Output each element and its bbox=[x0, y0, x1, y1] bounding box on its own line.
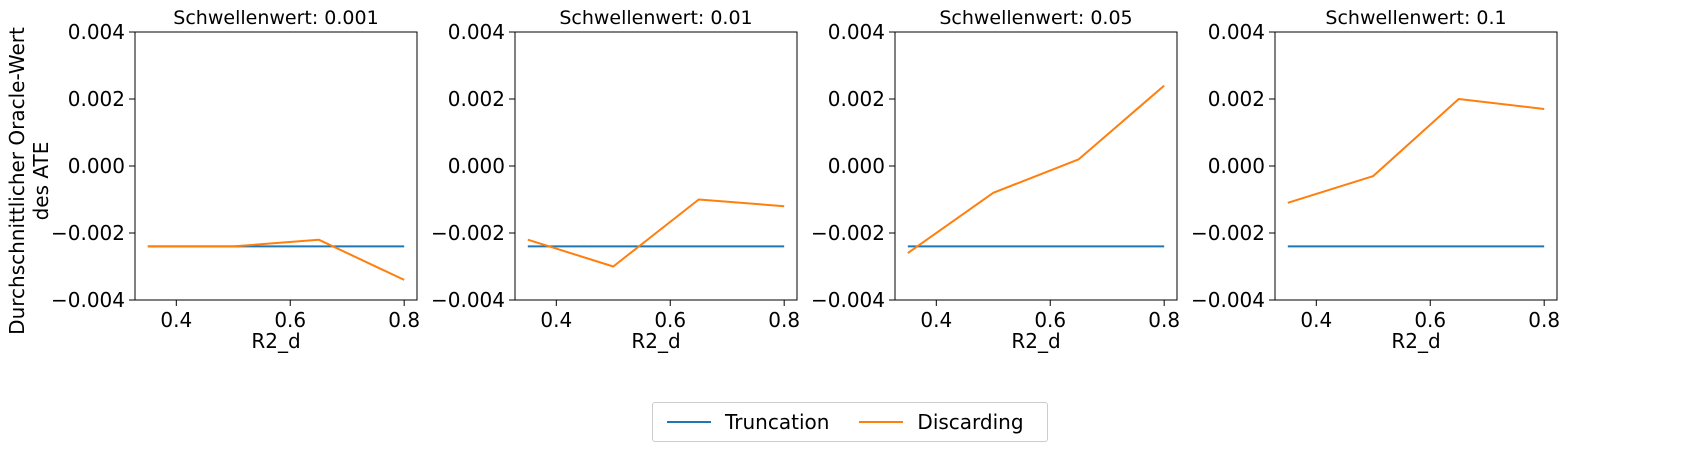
panel-title: Schwellenwert: 0.05 bbox=[939, 7, 1132, 29]
y-axis-label-line-1: Durchschnittlicher Oracle-Wert bbox=[5, 27, 29, 335]
x-tick-label: 0.8 bbox=[1148, 308, 1180, 332]
y-tick-label: −0.002 bbox=[1191, 221, 1265, 245]
plot-frame bbox=[514, 31, 798, 301]
panel-title: Schwellenwert: 0.1 bbox=[1325, 7, 1506, 29]
y-tick-label: 0.000 bbox=[448, 154, 505, 178]
legend-item-discarding: Discarding bbox=[859, 410, 1024, 434]
x-tick-label: 0.4 bbox=[1300, 308, 1332, 332]
panel-title: Schwellenwert: 0.01 bbox=[559, 7, 752, 29]
x-tick-label: 0.8 bbox=[388, 308, 420, 332]
plot-frame bbox=[134, 31, 418, 301]
x-tick-label: 0.8 bbox=[1528, 308, 1560, 332]
y-tick-label: 0.002 bbox=[828, 87, 885, 111]
legend-swatch-discarding bbox=[859, 421, 904, 423]
panel-4: Schwellenwert: 0.1 0.004 0.002 0.000 −0.002 −… bbox=[1191, 7, 1560, 353]
y-tick-label: 0.004 bbox=[828, 20, 885, 44]
x-tick-label: 0.4 bbox=[160, 308, 192, 332]
y-tick-label: 0.000 bbox=[68, 154, 125, 178]
panel-1: Schwellenwert: 0.001 0.004 0.002 0.000 −0.00… bbox=[51, 7, 420, 353]
y-tick-label: 0.000 bbox=[828, 154, 885, 178]
x-tick-label: 0.8 bbox=[768, 308, 800, 332]
x-axis-label: R2_d bbox=[1391, 329, 1440, 353]
y-tick-label: −0.002 bbox=[51, 221, 125, 245]
y-tick-label: 0.004 bbox=[448, 20, 505, 44]
x-tick-label: 0.6 bbox=[654, 308, 686, 332]
legend: Truncation Discarding bbox=[652, 402, 1048, 442]
series-line-discarding bbox=[147, 238, 405, 281]
series-line-discarding bbox=[907, 84, 1165, 254]
series-line-discarding bbox=[1287, 98, 1545, 204]
legend-swatch-truncation bbox=[667, 421, 711, 423]
y-tick-label: 0.002 bbox=[448, 87, 505, 111]
y-tick-label: −0.002 bbox=[431, 221, 505, 245]
series-line-discarding bbox=[527, 198, 785, 268]
y-tick-label: −0.004 bbox=[811, 288, 885, 312]
y-tick-label: −0.004 bbox=[1191, 288, 1265, 312]
x-axis-label: R2_d bbox=[251, 329, 300, 353]
x-axis-label: R2_d bbox=[631, 329, 680, 353]
legend-label-discarding: Discarding bbox=[917, 410, 1024, 434]
x-tick-label: 0.6 bbox=[274, 308, 306, 332]
y-tick-label: −0.004 bbox=[431, 288, 505, 312]
x-tick-label: 0.4 bbox=[920, 308, 952, 332]
y-tick-label: −0.002 bbox=[811, 221, 885, 245]
y-tick-label: 0.004 bbox=[1208, 20, 1265, 44]
x-tick-label: 0.6 bbox=[1034, 308, 1066, 332]
y-tick-label: 0.002 bbox=[68, 87, 125, 111]
plot-frame bbox=[1274, 31, 1558, 301]
legend-item-truncation: Truncation bbox=[667, 410, 829, 434]
y-tick-label: 0.000 bbox=[1208, 154, 1265, 178]
panel-title: Schwellenwert: 0.001 bbox=[173, 7, 378, 29]
y-tick-label: 0.002 bbox=[1208, 87, 1265, 111]
x-tick-label: 0.6 bbox=[1414, 308, 1446, 332]
y-tick-label: 0.004 bbox=[68, 20, 125, 44]
legend-label-truncation: Truncation bbox=[725, 410, 830, 434]
x-tick-label: 0.4 bbox=[540, 308, 572, 332]
panel-2: Schwellenwert: 0.01 0.004 0.002 0.000 −0.002… bbox=[431, 7, 800, 353]
y-axis-label-line-2: des ATE bbox=[29, 142, 53, 221]
panel-3: Schwellenwert: 0.05 0.004 0.002 0.000 −0.002… bbox=[811, 7, 1180, 353]
x-axis-label: R2_d bbox=[1011, 329, 1060, 353]
plot-frame bbox=[894, 31, 1178, 301]
y-tick-label: −0.004 bbox=[51, 288, 125, 312]
